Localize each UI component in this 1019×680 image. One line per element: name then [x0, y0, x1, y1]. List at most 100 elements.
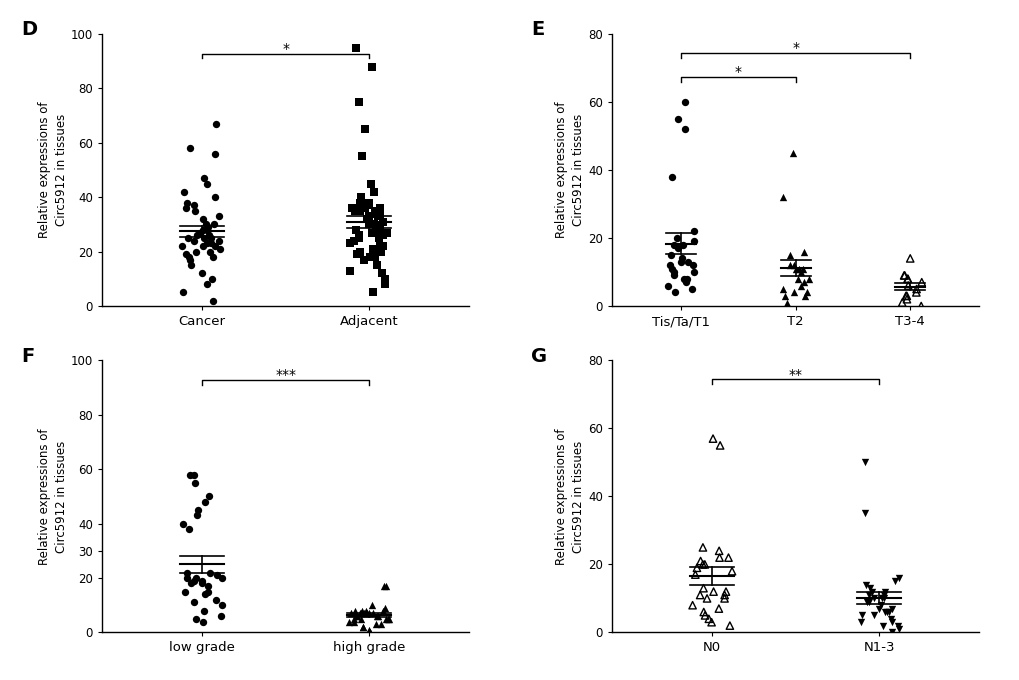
Point: [865, 610, 881, 621]
Point: [174, 287, 191, 298]
Point: [786, 287, 802, 298]
Point: [779, 297, 795, 308]
Point: [355, 622, 371, 632]
Y-axis label: Relative expressions of
Circ5912 in tissues: Relative expressions of Circ5912 in tiss…: [554, 102, 585, 238]
Point: [192, 227, 208, 238]
Point: [179, 573, 196, 583]
Y-axis label: Relative expressions of
Circ5912 in tissues: Relative expressions of Circ5912 in tiss…: [38, 102, 68, 238]
Point: [200, 586, 216, 597]
Point: [378, 613, 394, 624]
Point: [203, 238, 219, 249]
Point: [667, 233, 684, 243]
Point: [369, 246, 385, 257]
Point: [342, 608, 359, 619]
Point: [668, 114, 685, 124]
Point: [355, 622, 371, 632]
Point: [880, 607, 897, 617]
Point: [663, 263, 680, 274]
Point: [773, 284, 790, 294]
Point: [210, 211, 226, 222]
Point: [180, 252, 197, 262]
Point: [373, 241, 389, 252]
Point: [897, 290, 913, 301]
Point: [189, 230, 205, 241]
Point: [371, 222, 387, 233]
Point: [861, 583, 877, 594]
Point: [662, 171, 679, 182]
Point: [686, 236, 702, 247]
Point: [378, 581, 394, 592]
Point: [211, 235, 227, 246]
Point: [347, 42, 364, 53]
Point: [703, 617, 719, 628]
Point: [375, 581, 391, 592]
Point: [356, 254, 372, 265]
Point: [360, 200, 376, 211]
Point: [685, 226, 701, 237]
Point: [676, 97, 692, 107]
Point: [688, 562, 704, 573]
Point: [175, 186, 192, 197]
Point: [192, 227, 208, 238]
Point: [675, 239, 691, 250]
Point: [177, 249, 194, 260]
Point: [207, 148, 223, 159]
Point: [348, 611, 365, 622]
Point: [894, 297, 910, 308]
Point: [774, 192, 791, 203]
Point: [901, 253, 917, 264]
Point: [208, 594, 224, 605]
Point: [677, 124, 693, 135]
Point: [194, 578, 210, 589]
Point: [196, 233, 212, 243]
Point: [351, 97, 367, 107]
Point: [899, 273, 915, 284]
Point: [375, 230, 391, 241]
Point: [182, 260, 199, 271]
Point: [872, 600, 889, 611]
Point: [380, 613, 396, 624]
Point: [913, 277, 929, 288]
Point: [895, 270, 911, 281]
Point: [200, 222, 216, 233]
Point: [715, 590, 732, 600]
Point: [857, 579, 873, 590]
Point: [186, 477, 203, 488]
Point: [362, 252, 378, 262]
Point: [185, 469, 202, 480]
Point: [199, 224, 215, 235]
Point: [195, 224, 211, 235]
Point: [354, 151, 370, 162]
Point: [874, 593, 891, 604]
Point: [678, 277, 694, 288]
Point: [347, 611, 364, 622]
Point: [793, 280, 809, 291]
Point: [694, 559, 710, 570]
Point: [782, 260, 798, 271]
Point: [719, 552, 736, 563]
Point: [912, 301, 928, 311]
Point: [883, 603, 900, 614]
Point: [181, 254, 198, 265]
Point: [195, 214, 211, 224]
Text: *: *: [792, 41, 798, 55]
Point: [361, 219, 377, 230]
Point: [710, 603, 727, 614]
Point: [179, 233, 196, 243]
Point: [858, 596, 874, 607]
Point: [203, 233, 219, 243]
Y-axis label: Relative expressions of
Circ5912 in tissues: Relative expressions of Circ5912 in tiss…: [554, 428, 585, 564]
Point: [669, 243, 686, 254]
Point: [346, 605, 363, 616]
Point: [213, 600, 229, 611]
Point: [875, 586, 892, 597]
Point: [659, 280, 676, 291]
Point: [795, 246, 811, 257]
Point: [372, 208, 388, 219]
Point: [367, 227, 383, 238]
Point: [673, 256, 689, 267]
Point: [696, 610, 712, 621]
Point: [207, 192, 223, 203]
Point: [372, 619, 388, 630]
Point: [692, 556, 708, 566]
